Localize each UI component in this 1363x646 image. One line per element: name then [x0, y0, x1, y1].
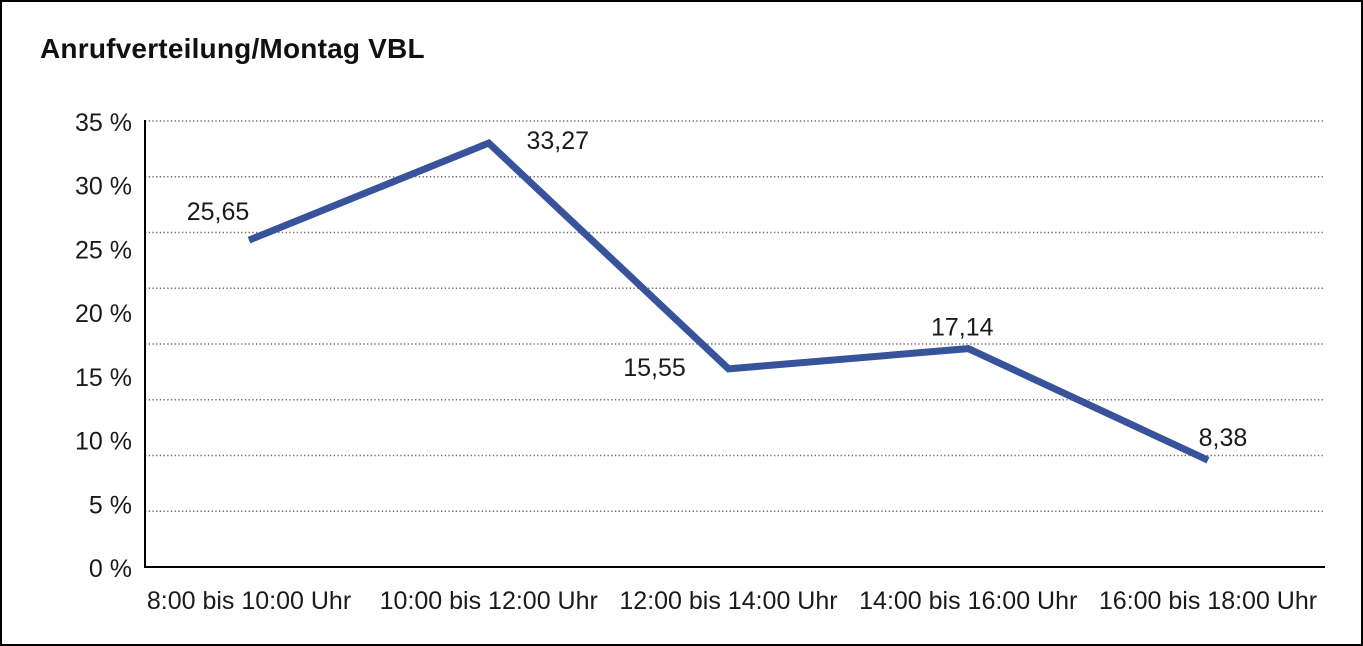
- x-category-label: 14:00 bis 16:00 Uhr: [859, 587, 1077, 615]
- y-tick-label: 25 %: [75, 236, 132, 264]
- y-tick-label: 15 %: [75, 364, 132, 392]
- y-tick-label: 0 %: [89, 555, 132, 583]
- point-value-label: 8,38: [1199, 424, 1248, 452]
- x-category-label: 8:00 bis 10:00 Uhr: [147, 587, 351, 615]
- x-category-label: 10:00 bis 12:00 Uhr: [380, 587, 598, 615]
- point-value-label: 33,27: [526, 127, 589, 155]
- point-value-label: 17,14: [931, 314, 994, 342]
- chart-title: Anrufverteilung/Montag VBL: [40, 33, 425, 64]
- data-line: [247, 138, 1210, 464]
- point-value-label: 15,55: [623, 354, 686, 382]
- y-tick-label: 35 %: [75, 109, 132, 137]
- x-category-label: 16:00 bis 18:00 Uhr: [1099, 587, 1317, 615]
- y-tick-label: 20 %: [75, 300, 132, 328]
- y-tick-label: 5 %: [89, 491, 132, 519]
- point-value-label: 25,65: [187, 198, 250, 226]
- x-category-label: 12:00 bis 14:00 Uhr: [619, 587, 837, 615]
- y-tick-label: 30 %: [75, 173, 132, 201]
- y-tick-label: 10 %: [75, 428, 132, 456]
